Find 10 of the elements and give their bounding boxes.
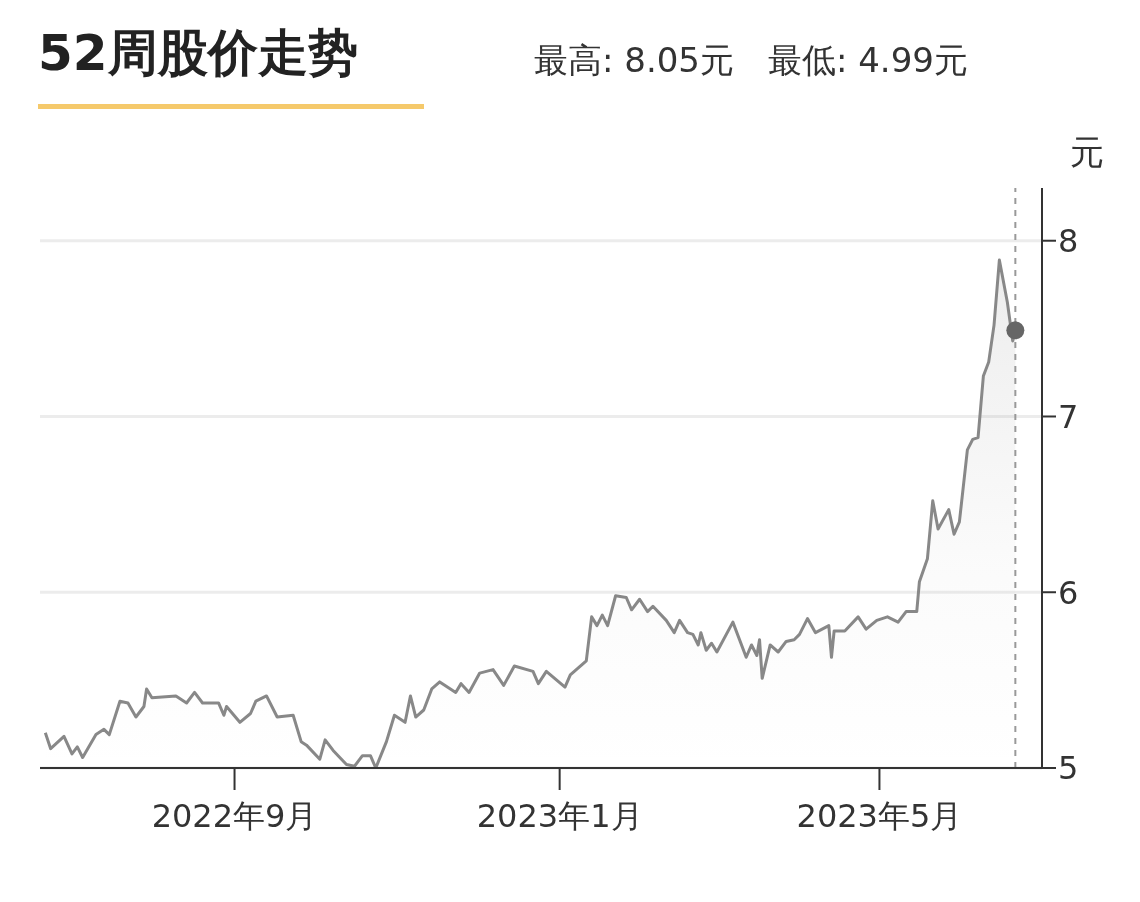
y-tick-label: 5: [1058, 749, 1079, 788]
x-tick-label: 2023年1月: [476, 796, 643, 835]
y-tick-label: 7: [1058, 397, 1079, 436]
y-tick-label: 6: [1058, 573, 1079, 612]
y-axis-title: 元: [1070, 131, 1104, 174]
chart-subtitle: 最高: 8.05元 最低: 4.99元: [534, 39, 968, 82]
y-tick-label: 8: [1058, 222, 1079, 261]
x-tick-label: 2022年9月: [151, 796, 318, 835]
chart-title: 52周股价走势: [38, 23, 358, 84]
x-tick-label: 2023年5月: [796, 796, 963, 835]
